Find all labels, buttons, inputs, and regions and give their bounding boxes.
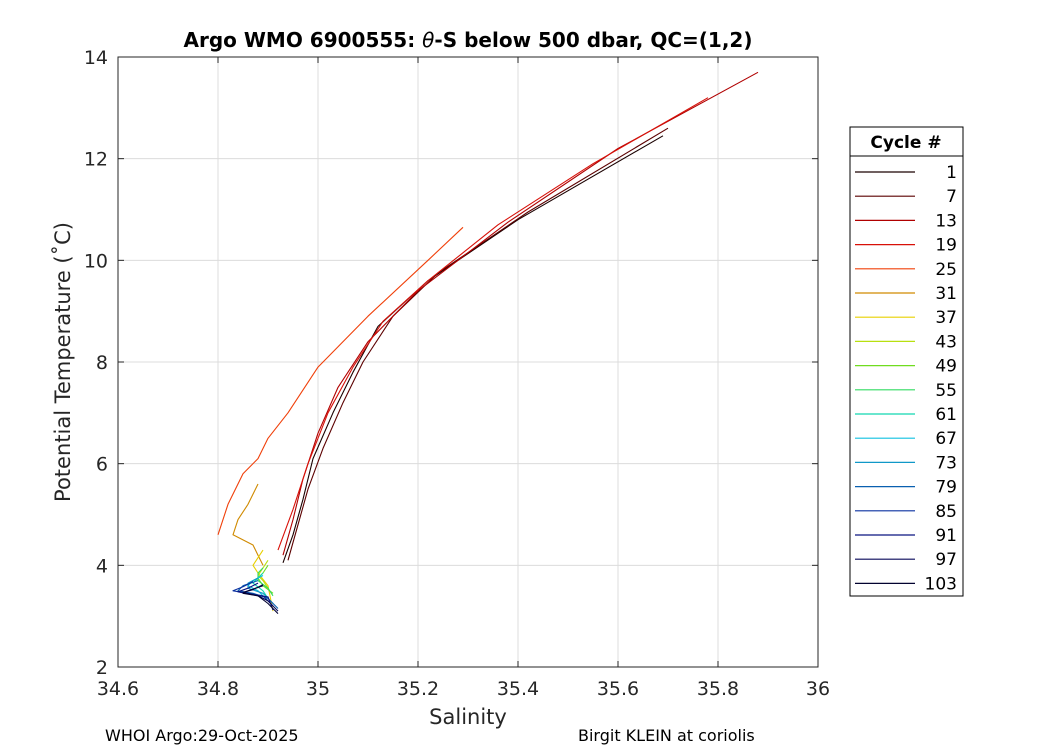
legend-title: Cycle #	[870, 133, 941, 153]
series-line-cycle-1	[282, 135, 664, 563]
legend-label-13: 13	[935, 211, 957, 231]
legend-label-1: 1	[946, 163, 957, 183]
y-tick-label: 6	[96, 454, 108, 476]
legend-label-97: 97	[935, 550, 957, 570]
legend-label-55: 55	[935, 381, 957, 401]
legend-label-7: 7	[946, 187, 957, 207]
legend-label-43: 43	[935, 332, 957, 352]
x-tick-label: 35.6	[597, 678, 639, 700]
x-axis-label: Salinity	[429, 705, 507, 729]
series-line-cycle-7	[287, 127, 669, 561]
y-tick-label: 8	[96, 352, 108, 374]
legend-entries: 1 7 13 19 25 31 37 43 49 55 61 67 73 79 85 91 97 103	[855, 163, 957, 594]
legend-label-37: 37	[935, 308, 957, 328]
legend-label-61: 61	[935, 405, 957, 425]
legend-label-79: 79	[935, 478, 957, 498]
y-tick-label: 2	[96, 657, 108, 679]
y-tick-label: 12	[84, 149, 108, 171]
legend-box	[849, 126, 964, 597]
x-tick-label: 36	[806, 678, 830, 700]
series-layer	[217, 71, 759, 614]
y-tick-label: 14	[84, 47, 108, 69]
series-line-cycle-61	[252, 572, 269, 599]
legend-label-103: 103	[925, 574, 957, 594]
x-tick-label: 35.8	[697, 678, 739, 700]
series-line-cycle-25	[217, 226, 464, 535]
legend-label-31: 31	[935, 284, 957, 304]
y-axis-label: Potential Temperature (˚C)	[51, 222, 75, 502]
legend-label-73: 73	[935, 453, 957, 473]
chart-title: Argo WMO 6900555: θ-S below 500 dbar, QC…	[184, 28, 753, 52]
x-tick-label: 35	[306, 678, 330, 700]
y-tick-label: 4	[96, 555, 108, 577]
footer-left: WHOI Argo:29-Oct-2025	[105, 726, 299, 745]
series-line-cycle-31	[232, 483, 264, 566]
x-tick-label: 34.8	[197, 678, 239, 700]
legend-label-85: 85	[935, 502, 957, 522]
legend-label-25: 25	[935, 260, 957, 280]
y-tick-label: 10	[84, 250, 108, 272]
x-tick-label: 34.6	[97, 678, 139, 700]
series-line-cycle-103	[242, 585, 279, 614]
legend-label-91: 91	[935, 526, 957, 546]
x-tick-label: 35.4	[497, 678, 539, 700]
series-line-cycle-13	[282, 71, 759, 556]
x-tick-label: 35.2	[397, 678, 439, 700]
legend-label-67: 67	[935, 429, 957, 449]
series-line-cycle-19	[277, 97, 709, 551]
legend-label-49: 49	[935, 357, 957, 377]
legend-label-19: 19	[935, 236, 957, 256]
axis-ticks: 34.6 34.8 35 35.2 35.4 35.6 35.8 36 2 4 6 8 10 12 14	[84, 47, 830, 700]
footer-right: Birgit KLEIN at coriolis	[578, 726, 755, 745]
legend: Cycle # 1 7 13 19 25 31 37 43 49 55 61 67 73 79 85 91 97…	[849, 126, 964, 597]
